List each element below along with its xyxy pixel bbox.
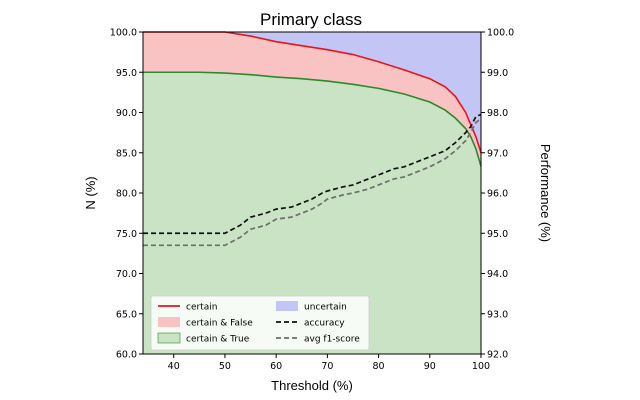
y-left-axis-label: N (%): [83, 176, 98, 209]
y-left-axis-ticks: 60.0 65.0 70.0 75.0 80.0 85.0 90.0 95.0 100.0: [110, 28, 143, 361]
y-right-tick-label: 92.0: [487, 350, 508, 361]
legend-swatch-certain-true: [157, 332, 181, 344]
x-axis-label: Threshold (%): [271, 378, 353, 393]
y-left-tick-label: 75.0: [116, 229, 137, 240]
legend-label-certain: certain: [186, 303, 217, 313]
x-tick-label: 60: [270, 361, 282, 372]
x-tick-label: 70: [321, 361, 333, 372]
line-avg-f1-score: [143, 117, 482, 247]
y-right-tick-label: 97.0: [487, 148, 508, 159]
y-right-tick-label: 94.0: [487, 269, 508, 280]
area-certain-true: [143, 72, 481, 354]
plot-areas: [143, 32, 481, 354]
y-right-tick-label: 93.0: [487, 309, 508, 320]
y-left-tick-label: 65.0: [116, 309, 137, 320]
y-right-axis-ticks: 92.0 93.0 94.0 95.0 96.0 97.0 98.0 99.0 100.0: [481, 28, 514, 361]
y-left-tick-label: 90.0: [116, 108, 137, 119]
y-left-tick-label: 100.0: [110, 28, 137, 39]
x-axis-ticks: 40 50 60 70 80 90 100: [168, 354, 490, 372]
legend-box: [150, 295, 370, 351]
y-right-tick-label: 98.0: [487, 108, 508, 119]
area-certain-false: [143, 32, 481, 167]
legend-label-certain-false: certain & False: [186, 319, 253, 329]
legend-label-uncertain: uncertain: [304, 303, 347, 313]
area-uncertain: [143, 32, 481, 153]
legend-label-certain-true: certain & True: [186, 335, 250, 345]
chart-title: Primary class: [260, 10, 362, 29]
y-left-tick-label: 95.0: [116, 68, 137, 79]
x-tick-label: 90: [424, 361, 436, 372]
y-right-tick-label: 95.0: [487, 229, 508, 240]
y-left-tick-label: 60.0: [116, 350, 137, 361]
y-right-tick-label: 99.0: [487, 68, 508, 79]
y-left-tick-label: 80.0: [116, 189, 137, 200]
y-right-tick-label: 100.0: [487, 28, 514, 39]
y-right-axis-label: Performance (%): [538, 144, 553, 242]
y-left-tick-label: 85.0: [116, 148, 137, 159]
x-tick-label: 100: [472, 361, 490, 372]
legend-swatch-uncertain: [276, 301, 298, 311]
legend-label-accuracy: accuracy: [304, 319, 345, 329]
line-certain-true: [143, 71, 482, 167]
y-left-tick-label: 70.0: [116, 269, 137, 280]
legend: certain uncertain certain & False accuracy c…: [150, 295, 370, 351]
line-accuracy: [143, 113, 482, 235]
x-tick-label: 40: [168, 361, 180, 372]
legend-label-avg-f1-score: avg f1-score: [304, 335, 360, 345]
y-right-tick-label: 96.0: [487, 189, 508, 200]
x-tick-label: 50: [219, 361, 231, 372]
x-tick-label: 80: [373, 361, 385, 372]
legend-swatch-certain-false: [158, 317, 180, 327]
